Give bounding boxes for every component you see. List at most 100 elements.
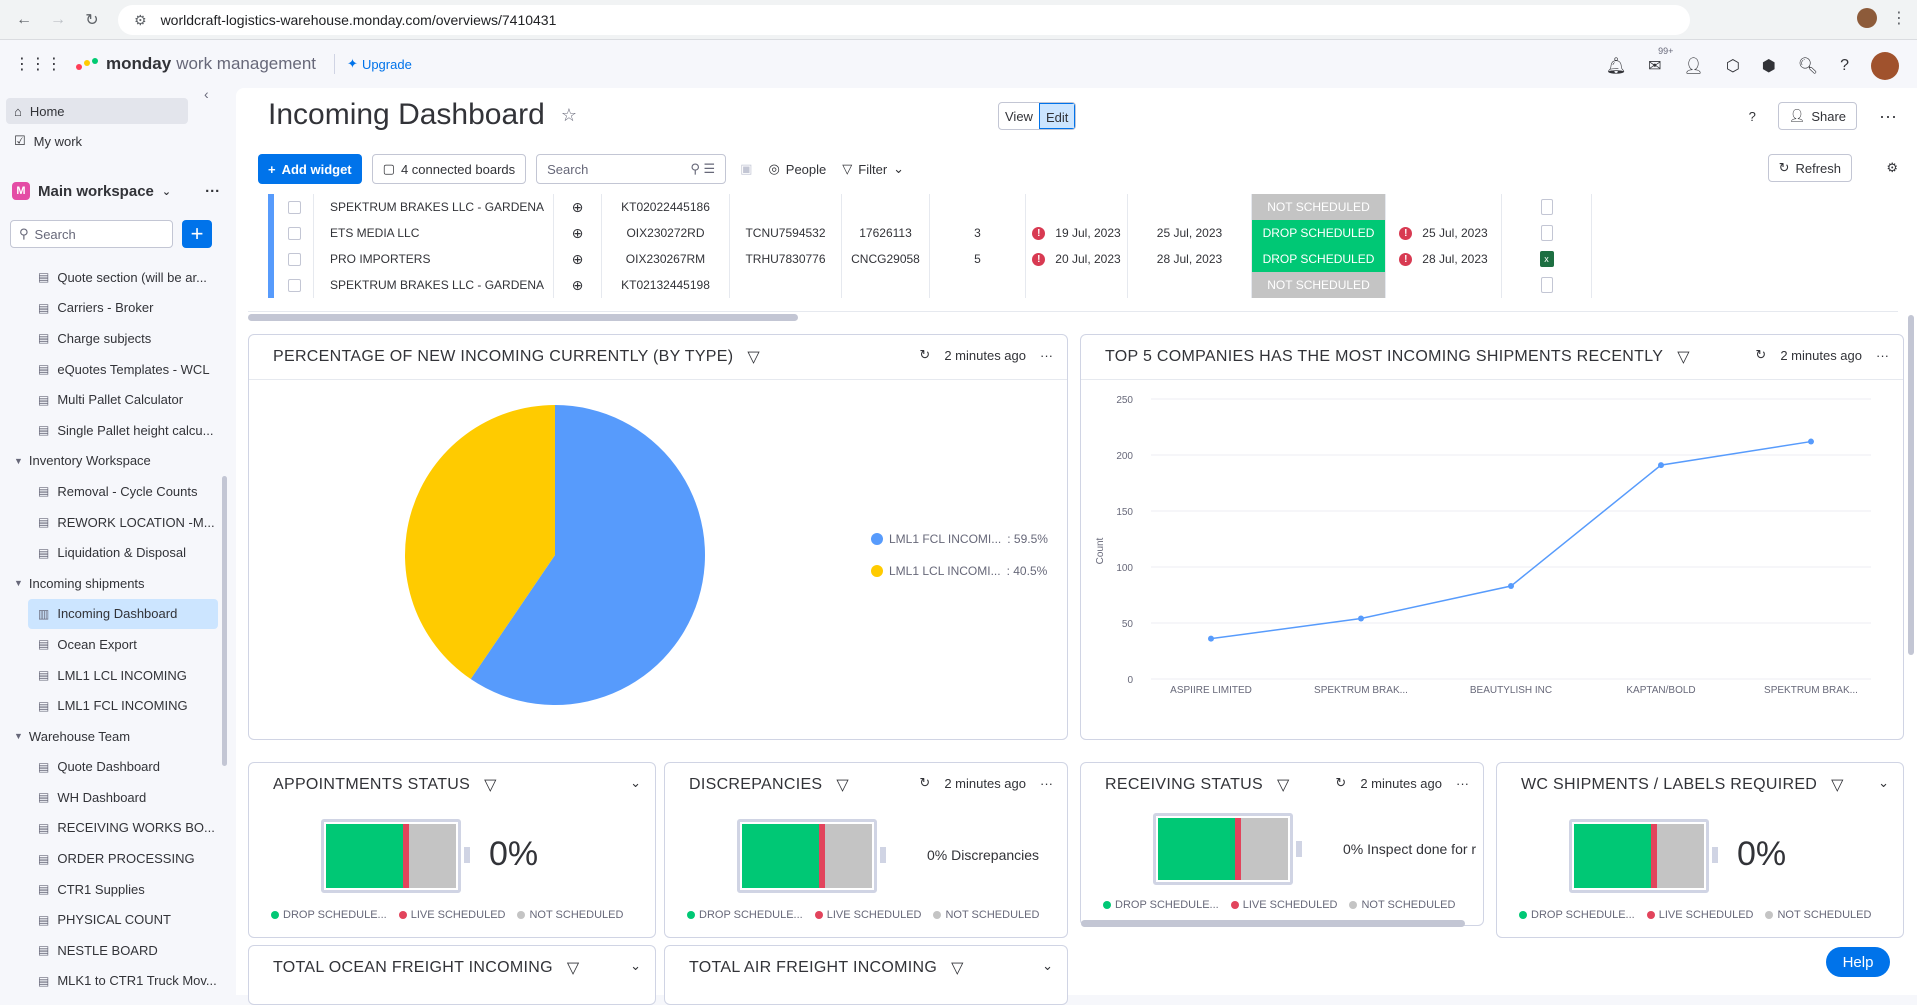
battery-live-segment[interactable] [402,824,410,888]
item-name-cell[interactable]: PRO IMPORTERS [314,246,554,272]
legend-item[interactable]: NOT SCHEDULED [933,909,1039,921]
reload-icon[interactable]: ↻ [85,11,99,29]
due-cell[interactable]: 25 Jul, 2023 [1128,220,1252,246]
battery-drop-segment[interactable] [742,824,819,888]
checkbox[interactable] [288,200,301,214]
container-cell[interactable]: TRHU7830776 [730,246,842,272]
refresh-icon[interactable]: ↻ [919,347,931,362]
add-update-icon[interactable]: ⊕ [571,250,584,267]
legend-item[interactable]: NOT SCHEDULED [1349,899,1455,911]
line-chart[interactable]: 0 50 100 150 200 250 Count ASPIIRE LIMITED SPEKT… [1081,379,1891,739]
apps-grid-icon[interactable]: ⋮⋮⋮ [14,56,62,73]
sidebar-item[interactable]: ▤ MLK1 to CTR1 Truck Mov... [0,966,226,997]
sidebar-item[interactable]: ▤ Charge subjects [0,323,226,354]
sidebar-folder[interactable]: ▼ Inventory Workspace [0,446,226,477]
avatar[interactable] [1871,52,1899,80]
item-name-cell[interactable]: SPEKTRUM BRAKES LLC - GARDENA [314,272,554,298]
refresh-icon[interactable]: ↻ [919,775,931,790]
sidebar-item[interactable]: ▤ Quote section (will be ar... [0,262,226,293]
status-cell[interactable]: DROP SCHEDULED [1252,246,1386,272]
table-row[interactable]: SPEKTRUM BRAKES LLC - GARDENA ⊕ KT02132445… [248,272,1898,298]
battery-drop-segment[interactable] [1158,818,1235,880]
eta-cell[interactable] [1026,194,1128,220]
filter-icon[interactable]: ▽ [566,960,580,977]
address-bar[interactable]: ⚙ worldcraft-logistics-warehouse.monday.… [118,5,1690,35]
star-icon[interactable]: ☆ [560,104,577,125]
battery-not-segment[interactable] [1657,824,1704,888]
sidebar-item[interactable]: ▤ Quote Dashboard [0,752,226,783]
sidebar-item[interactable]: ▤ PHYSICAL COUNT [0,904,226,935]
data-point[interactable] [1358,615,1364,622]
widget-horizontal-scrollbar[interactable] [1081,920,1465,927]
battery-chart[interactable] [1569,819,1709,893]
save-icon[interactable]: ▣ [740,161,753,176]
eta-cell[interactable]: ! 20 Jul, 2023 [1026,246,1128,272]
qty-cell[interactable] [930,194,1026,220]
legend-item[interactable]: DROP SCHEDULE... [687,909,803,921]
upgrade-link[interactable]: ✦ Upgrade [334,54,412,74]
qty-cell[interactable]: 3 [930,220,1026,246]
sidebar-item[interactable]: ▤ LML1 FCL INCOMING [0,690,226,721]
ref-cell[interactable]: OIX230272RD [602,220,730,246]
refresh-icon[interactable]: ↻ [1335,775,1347,790]
sidebar-search-input[interactable]: ⚲ Search [10,220,173,248]
file-placeholder-icon[interactable] [1540,277,1553,293]
sidebar-item[interactable]: ▤ RECEIVING WORKS BO... [0,813,226,844]
collapse-sidebar-icon[interactable]: ‹ [204,86,209,102]
pie-slice-0[interactable] [470,405,705,705]
battery-live-segment[interactable] [1650,824,1658,888]
more-dots-icon[interactable]: ··· [1040,347,1053,363]
ref-cell[interactable]: OIX230267RM [602,246,730,272]
data-point[interactable] [1808,438,1814,445]
row-checkbox[interactable] [276,246,314,272]
workspace-selector[interactable]: M Main workspace ⌄ ··· [12,182,220,200]
qty-cell[interactable]: 5 [930,246,1026,272]
item-name-cell[interactable]: ETS MEDIA LLC [314,220,554,246]
seal-cell[interactable]: 17626113 [842,220,930,246]
legend-item[interactable]: DROP SCHEDULE... [271,909,387,921]
sidebar-folder[interactable]: ▼ Incoming shipments [0,568,226,599]
conversation-cell[interactable]: ⊕ [554,194,602,220]
more-dots-icon[interactable]: ··· [1456,775,1469,791]
more-dots-icon[interactable]: ··· [1040,775,1053,791]
table-row[interactable]: SPEKTRUM BRAKES LLC - GARDENA ⊕ KT02022445… [248,194,1898,220]
people-filter-button[interactable]: ◎ People [768,161,826,177]
filter-icon[interactable]: ▽ [836,777,850,794]
legend-item[interactable]: DROP SCHEDULE... [1519,909,1635,921]
table-row[interactable]: PRO IMPORTERS ⊕ OIX230267RM TRHU7830776 CNCG… [248,246,1898,272]
battery-not-segment[interactable] [409,824,456,888]
conversation-cell[interactable]: ⊕ [554,246,602,272]
table-row[interactable]: ETS MEDIA LLC ⊕ OIX230272RD TCNU7594532 1762… [248,220,1898,246]
battery-chart[interactable] [321,819,461,893]
file-cell[interactable] [1502,220,1592,246]
help-floating-button[interactable]: Help [1826,947,1890,977]
file-placeholder-icon[interactable] [1540,225,1553,241]
pie-legend-item[interactable]: LML1 LCL INCOMI...: 40.5% [871,564,1047,578]
legend-item[interactable]: DROP SCHEDULE... [1103,899,1219,911]
due-cell[interactable] [1128,194,1252,220]
sidebar-item[interactable]: ▤ Carriers - Broker [0,293,226,324]
chevron-double-down-icon[interactable]: ⌄ [630,775,641,790]
add-update-icon[interactable]: ⊕ [571,198,584,215]
edit-button[interactable]: Edit [1038,103,1076,129]
share-button[interactable]: 👤︎ Share [1777,102,1858,130]
data-point[interactable] [1508,583,1514,590]
data-point[interactable] [1658,462,1664,469]
filter-button[interactable]: ▽ Filter ⌄ [842,161,904,177]
sidebar-my-work[interactable]: ☑ My work [6,128,82,154]
table-horizontal-scrollbar[interactable] [248,314,798,321]
sidebar-item[interactable]: ▤ Single Pallet height calcu... [0,415,226,446]
refresh-icon[interactable]: ↻ [1755,347,1767,362]
date2-cell[interactable] [1386,272,1502,298]
battery-chart[interactable] [737,819,877,893]
search-icon[interactable]: 🔍︎ [1797,58,1819,75]
add-update-icon[interactable]: ⊕ [571,224,584,241]
pie-chart[interactable] [395,395,715,715]
more-dots-icon[interactable]: ··· [1879,105,1897,126]
seal-cell[interactable] [842,272,930,298]
row-checkbox[interactable] [276,272,314,298]
ref-cell[interactable]: KT02132445198 [602,272,730,298]
help-icon[interactable]: ? [1840,57,1849,74]
legend-item[interactable]: LIVE SCHEDULED [1646,909,1753,921]
invite-icon[interactable]: 👤︎ [1683,58,1704,75]
